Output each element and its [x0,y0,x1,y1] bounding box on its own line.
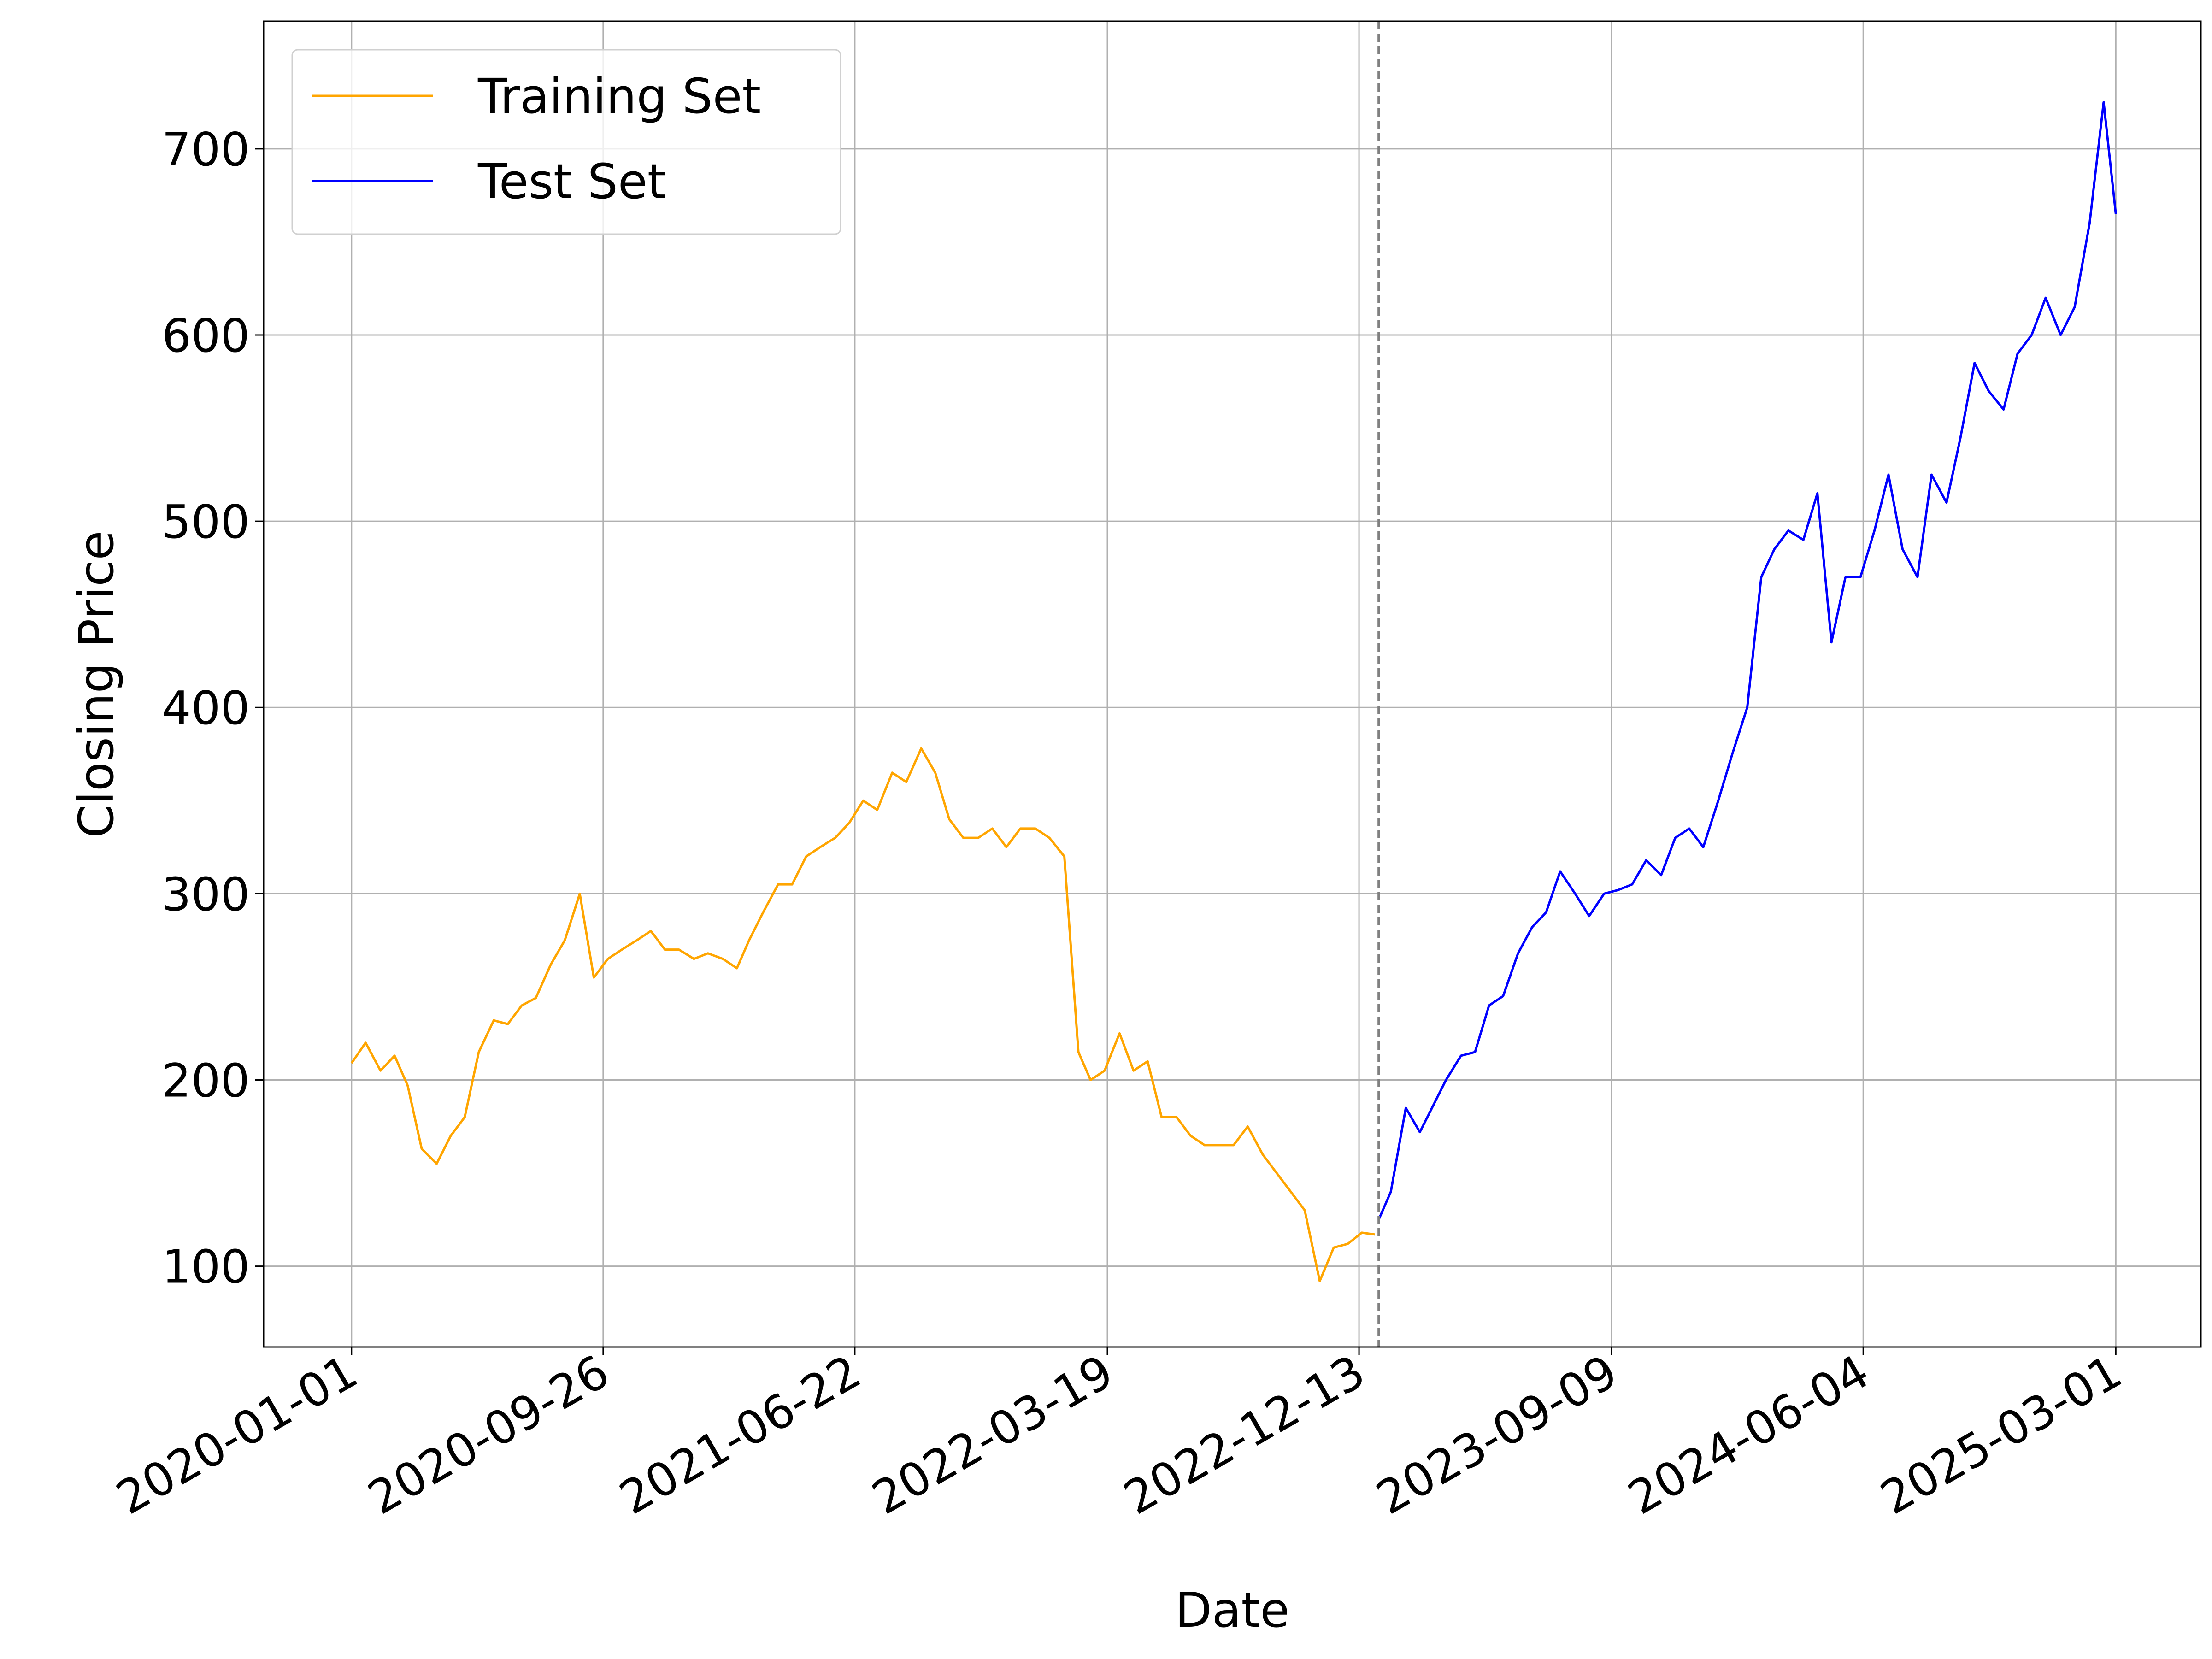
x-tick-label: 2023-09-09 [1367,1344,1626,1525]
x-tick-label: 2021-06-22 [611,1344,870,1525]
x-tick-label: 2024-06-04 [1619,1344,1878,1525]
y-tick-label: 100 [162,1240,250,1294]
x-axis-label: Date [1175,1582,1290,1638]
series-line [1377,101,2117,1220]
y-tick-label: 200 [162,1053,250,1107]
x-tick-label: 2020-01-01 [107,1344,366,1525]
x-tick-label: 2025-03-01 [1871,1344,2130,1525]
y-tick-label: 400 [162,681,250,735]
legend-label: Training Set [477,68,761,124]
x-tick-label: 2022-12-13 [1115,1344,1374,1525]
legend-label: Test Set [477,153,666,210]
legend: Training Set Test Set [291,49,841,235]
x-tick-label: 2020-09-26 [359,1344,618,1525]
y-tick-label: 600 [162,309,250,363]
x-tick-label: 2022-03-19 [863,1344,1122,1525]
y-tick-label: 300 [162,867,250,921]
series-line [350,747,1375,1282]
plot-frame [263,20,2202,1348]
y-tick-label: 700 [162,123,250,176]
y-tick-label: 500 [162,495,250,549]
y-axis-label: Closing Price [68,531,124,838]
